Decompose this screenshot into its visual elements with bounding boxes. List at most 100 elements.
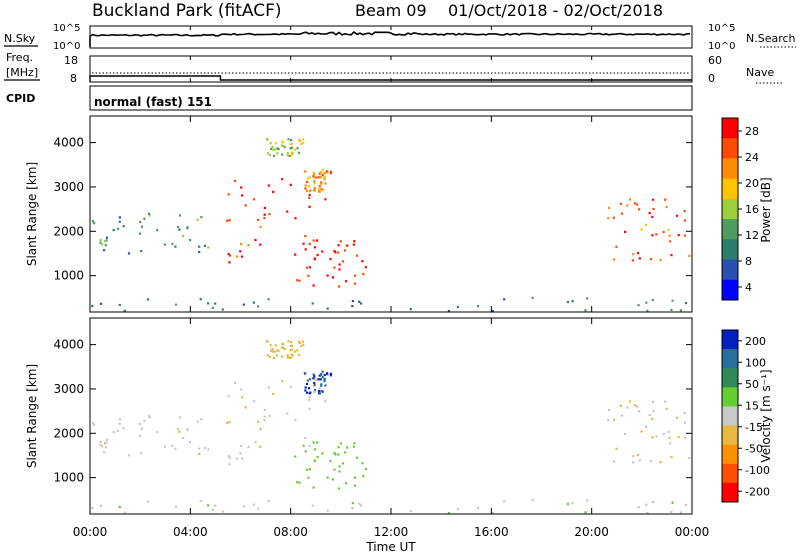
velocity-cell <box>305 468 309 471</box>
power-cell <box>304 248 307 251</box>
velocity-cell <box>304 437 307 440</box>
power-cell <box>305 266 309 269</box>
velocity-cell <box>329 372 333 375</box>
power-cell <box>290 154 293 157</box>
power-cell <box>343 249 347 252</box>
power-cell <box>316 239 319 242</box>
power-cell <box>317 188 320 191</box>
velocity-cell <box>321 376 324 379</box>
velocity-cell <box>281 380 284 383</box>
velocity-cell <box>586 499 589 502</box>
velocity-cell <box>186 429 189 432</box>
colorbar-swatch <box>722 463 738 484</box>
power-cell <box>531 296 534 299</box>
power-cell <box>267 298 270 301</box>
velocity-cell <box>319 378 322 381</box>
velocity-cell <box>93 424 96 427</box>
velocity-cell <box>503 500 506 503</box>
power-cell <box>325 170 329 173</box>
velocity-cell <box>571 502 574 505</box>
velocity-cell <box>294 455 297 458</box>
velocity-cell <box>287 340 290 343</box>
velocity-cell <box>99 440 102 443</box>
velocity-cell <box>584 511 587 514</box>
velocity-cell <box>669 442 672 445</box>
velocity-cell <box>318 392 321 395</box>
velocity-cell <box>122 427 125 430</box>
power-cell <box>331 276 334 279</box>
power-cell <box>476 305 480 308</box>
velocity-cell <box>286 356 289 359</box>
power-cell <box>247 244 250 247</box>
velocity-cell <box>337 446 340 449</box>
nsearch-tick-bottom: 10^0 <box>708 41 735 52</box>
power-cell <box>302 141 305 144</box>
velocity-cell <box>268 355 272 359</box>
power-cell <box>351 305 354 308</box>
power-cell <box>174 303 178 306</box>
power-cell <box>307 185 311 188</box>
velocity-cell <box>313 381 316 385</box>
y-tick-label: 4000 <box>53 338 84 352</box>
colorbar-swatch <box>722 259 738 281</box>
power-cell <box>207 246 210 249</box>
power-cell <box>112 229 115 232</box>
power-cell <box>638 208 641 211</box>
power-cell <box>638 257 641 260</box>
power-cell <box>355 254 359 257</box>
power-cell <box>178 214 182 217</box>
colorbar-tick-label: -15 <box>745 421 763 434</box>
velocity-cell <box>638 410 641 413</box>
velocity-cell <box>240 444 243 447</box>
velocity-cell <box>289 344 292 348</box>
nsky-panel: N.Sky 10^5 10^0 10^5 10^0 N.Search <box>4 23 796 52</box>
velocity-cell <box>291 348 294 351</box>
colorbar-tick-label: -200 <box>745 485 770 498</box>
power-cell <box>326 274 329 277</box>
velocity-cell <box>140 427 144 430</box>
power-cell <box>91 220 95 223</box>
power-cell <box>665 205 668 209</box>
velocity-cell <box>146 500 150 503</box>
colorbar-swatch <box>722 158 738 180</box>
velocity-cell <box>259 428 262 431</box>
power-cell <box>607 217 610 220</box>
power-cell <box>308 193 311 197</box>
velocity-cell <box>311 504 314 507</box>
colorbar-swatch <box>722 279 738 301</box>
velocity-cell <box>214 504 217 507</box>
power-cell <box>351 300 354 303</box>
velocity-cell <box>308 398 311 401</box>
velocity-cell <box>257 420 260 423</box>
velocity-cell <box>670 510 673 513</box>
power-cell <box>104 240 107 243</box>
power-cell <box>670 308 673 311</box>
power-cell <box>291 146 294 149</box>
power-cell <box>683 219 686 222</box>
velocity-cell <box>329 460 332 463</box>
y-tick-label: 1000 <box>53 471 84 485</box>
power-cell <box>105 239 108 242</box>
velocity-cell <box>198 453 201 456</box>
colorbar-swatch <box>722 118 738 139</box>
power-cell <box>198 245 201 248</box>
velocity-cell <box>338 465 341 468</box>
velocity-cell <box>147 414 151 417</box>
velocity-cell <box>607 419 610 422</box>
power-cell <box>352 243 355 246</box>
velocity-cell <box>346 446 349 449</box>
power-cell <box>409 308 412 311</box>
power-cell <box>318 172 321 175</box>
power-cell <box>266 138 269 141</box>
velocity-cell <box>456 507 459 511</box>
velocity-cell <box>178 430 181 433</box>
power-cell <box>241 194 244 197</box>
velocity-cell <box>286 412 289 415</box>
power-cell <box>305 180 309 184</box>
power-cell <box>302 242 305 245</box>
velocity-cell <box>247 446 250 449</box>
power-cell <box>93 222 96 225</box>
velocity-cell <box>241 396 244 399</box>
colorbar-tick-label: 15 <box>745 399 759 412</box>
power-cell <box>105 236 109 239</box>
